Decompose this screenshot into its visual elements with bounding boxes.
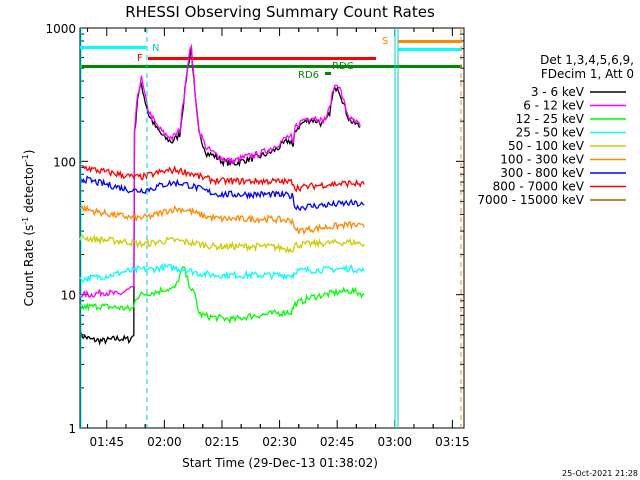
bar-green-long bbox=[80, 65, 462, 68]
timestamp: 25-Oct-2021 21:28 bbox=[562, 469, 638, 478]
y-axis-label-mid: detector bbox=[22, 162, 36, 217]
annotation-n: N bbox=[152, 43, 159, 54]
y-axis-label: Count Rate (s-1 detector-1) bbox=[21, 150, 36, 307]
legend-label: 7000 - 15000 keV bbox=[477, 193, 584, 207]
chart-title: RHESSI Observing Summary Count Rates bbox=[125, 3, 435, 21]
y-axis-label-end: ) bbox=[22, 150, 36, 155]
legend-label: 50 - 100 keV bbox=[508, 139, 585, 153]
x-tick-label: 02:00 bbox=[147, 435, 182, 449]
legend-label: 800 - 7000 keV bbox=[493, 180, 585, 194]
annotation-s: S bbox=[382, 36, 388, 47]
legend-label: 6 - 12 keV bbox=[523, 99, 585, 113]
y-tick-label: 10 bbox=[61, 289, 76, 303]
x-tick-label: 02:45 bbox=[320, 435, 355, 449]
series-line-4 bbox=[79, 234, 365, 254]
x-tick-label: 01:45 bbox=[89, 435, 124, 449]
y-tick-label: 100 bbox=[53, 155, 76, 169]
bar-rd6 bbox=[325, 72, 331, 75]
series-lines bbox=[79, 43, 365, 346]
bar-flare bbox=[148, 57, 376, 60]
instrument-state-bars bbox=[80, 40, 462, 75]
plot-area-border bbox=[79, 27, 465, 429]
legend-label: 25 - 50 keV bbox=[516, 126, 585, 140]
legend-label: 3 - 6 keV bbox=[531, 85, 585, 99]
series-line-6 bbox=[79, 175, 365, 212]
legend-label: 12 - 25 keV bbox=[516, 112, 585, 126]
annotations: N F S RD6 RDC bbox=[137, 36, 388, 81]
bar-night-right bbox=[398, 48, 462, 51]
x-tick-label: 03:00 bbox=[377, 435, 412, 449]
series-line-2 bbox=[79, 266, 365, 325]
y-tick-labels: 1 10 100 1000 bbox=[45, 22, 76, 436]
x-tick-label: 02:30 bbox=[262, 435, 297, 449]
y-tick-label: 1000 bbox=[45, 22, 76, 36]
vertical-markers bbox=[80, 28, 462, 428]
series-line-7 bbox=[79, 163, 365, 193]
legend: Det 1,3,4,5,6,9, FDecim 1, Att 0 3 - 6 k… bbox=[477, 53, 634, 207]
legend-header-line2: FDecim 1, Att 0 bbox=[541, 67, 634, 81]
x-tick-label: 02:15 bbox=[205, 435, 240, 449]
plot-frame bbox=[79, 27, 465, 429]
series-line-0 bbox=[79, 47, 361, 346]
legend-header-line1: Det 1,3,4,5,6,9, bbox=[540, 53, 634, 67]
y-axis-label-main: Count Rate (s bbox=[22, 225, 36, 307]
annotation-rd6: RD6 bbox=[298, 70, 319, 81]
series-line-1 bbox=[79, 43, 361, 299]
y-tick-label: 1 bbox=[68, 422, 76, 436]
bar-night-left bbox=[80, 46, 146, 49]
x-axis-label: Start Time (29-Dec-13 01:38:02) bbox=[182, 456, 378, 470]
y-axis-label-sup1: -1 bbox=[21, 217, 30, 225]
series-line-5 bbox=[79, 204, 365, 236]
x-tick-label: 03:15 bbox=[435, 435, 470, 449]
annotation-rdc: RDC bbox=[332, 61, 354, 72]
series-line-3 bbox=[79, 262, 365, 283]
bar-saa bbox=[398, 40, 462, 43]
legend-label: 300 - 800 keV bbox=[500, 166, 584, 180]
axis-ticks bbox=[80, 28, 464, 429]
legend-label: 100 - 300 keV bbox=[500, 153, 584, 167]
y-axis-label-sup2: -1 bbox=[21, 154, 30, 162]
annotation-f: F bbox=[137, 53, 143, 64]
x-tick-labels: 01:45 02:00 02:15 02:30 02:45 03:00 03:15 bbox=[89, 435, 469, 449]
